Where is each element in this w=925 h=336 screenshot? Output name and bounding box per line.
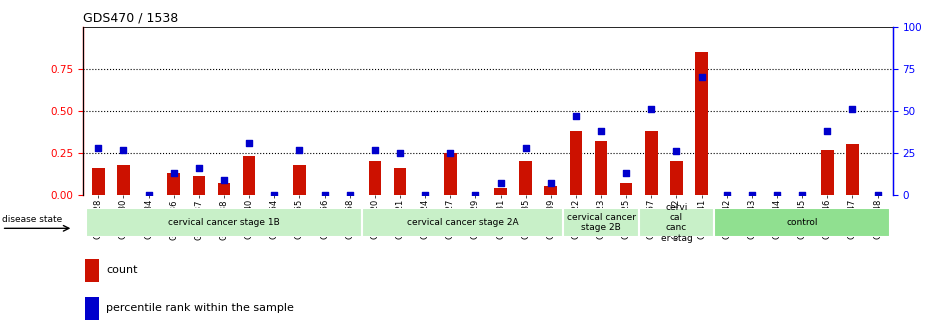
Point: [518, 145, 533, 151]
Point: [292, 147, 307, 152]
Point: [443, 150, 458, 156]
Bar: [394, 168, 406, 195]
Point: [342, 192, 357, 198]
Bar: [85, 296, 100, 320]
Point: [317, 192, 332, 198]
Bar: [293, 165, 305, 195]
Point: [543, 180, 558, 186]
Point: [142, 192, 156, 198]
Point: [770, 192, 784, 198]
Point: [745, 192, 759, 198]
Bar: [570, 131, 582, 195]
Bar: [620, 183, 633, 195]
Text: cervical cancer
stage 2B: cervical cancer stage 2B: [566, 213, 635, 232]
Text: disease state: disease state: [2, 215, 62, 223]
Bar: [563, 208, 639, 237]
Bar: [86, 208, 363, 237]
Bar: [217, 183, 230, 195]
Bar: [363, 208, 563, 237]
Bar: [243, 156, 255, 195]
Bar: [645, 131, 658, 195]
Point: [392, 150, 407, 156]
Bar: [85, 259, 100, 282]
Bar: [444, 153, 457, 195]
Point: [191, 165, 206, 171]
Text: GDS470 / 1538: GDS470 / 1538: [83, 11, 179, 24]
Point: [418, 192, 433, 198]
Bar: [639, 208, 714, 237]
Point: [267, 192, 282, 198]
Text: cervical cancer stage 1B: cervical cancer stage 1B: [168, 218, 280, 227]
Point: [669, 149, 684, 154]
Point: [116, 147, 130, 152]
Point: [493, 180, 508, 186]
Point: [367, 147, 382, 152]
Text: cervi
cal
canc
er stag: cervi cal canc er stag: [660, 203, 692, 243]
Text: cervical cancer stage 2A: cervical cancer stage 2A: [407, 218, 519, 227]
Point: [569, 113, 584, 119]
Text: percentile rank within the sample: percentile rank within the sample: [105, 303, 294, 313]
Point: [720, 192, 734, 198]
Point: [870, 192, 885, 198]
Bar: [92, 168, 105, 195]
Text: control: control: [786, 218, 818, 227]
Bar: [545, 186, 557, 195]
Point: [820, 128, 834, 134]
Point: [694, 75, 709, 80]
Bar: [167, 173, 180, 195]
Point: [241, 140, 256, 145]
Bar: [494, 188, 507, 195]
Point: [91, 145, 105, 151]
Bar: [696, 52, 708, 195]
Bar: [368, 161, 381, 195]
Bar: [671, 161, 683, 195]
Bar: [821, 150, 833, 195]
Bar: [714, 208, 890, 237]
Point: [845, 107, 860, 112]
Point: [619, 170, 634, 176]
Bar: [595, 141, 608, 195]
Bar: [519, 161, 532, 195]
Point: [166, 170, 181, 176]
Point: [795, 192, 809, 198]
Text: count: count: [105, 265, 138, 276]
Bar: [192, 176, 205, 195]
Point: [594, 128, 609, 134]
Bar: [117, 165, 130, 195]
Bar: [846, 144, 858, 195]
Point: [216, 177, 231, 182]
Point: [468, 192, 483, 198]
Point: [644, 107, 659, 112]
